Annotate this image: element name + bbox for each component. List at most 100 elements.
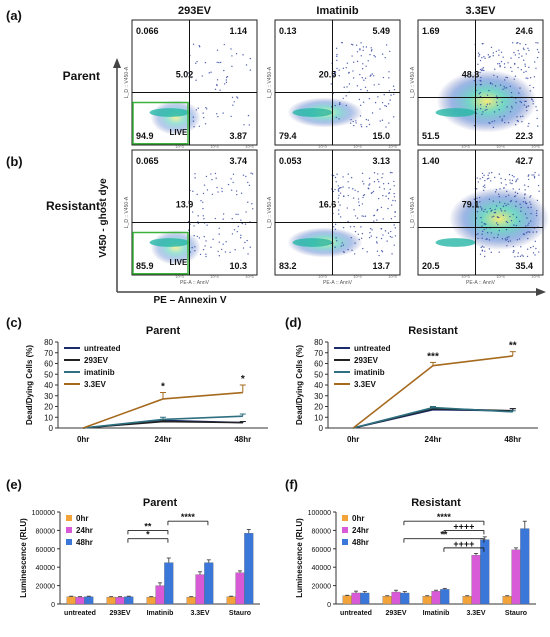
flow-event-dot bbox=[345, 66, 347, 69]
flow-event-dot bbox=[350, 176, 353, 179]
legend-label: 3.3EV bbox=[84, 380, 106, 389]
flow-live-gate bbox=[132, 101, 189, 145]
quadrant-value-center: 13.9 bbox=[176, 200, 194, 210]
flow-event-dot bbox=[475, 112, 478, 115]
flow-event-dot bbox=[530, 212, 532, 215]
flow-event-dot bbox=[495, 101, 498, 104]
bar-0hr bbox=[186, 596, 196, 605]
flow-event-dot bbox=[504, 87, 506, 89]
flow-event-dot bbox=[204, 245, 206, 247]
flow-event-dot bbox=[535, 212, 538, 215]
flow-event-dot bbox=[376, 219, 378, 221]
flow-event-dot bbox=[491, 216, 493, 218]
flow-event-dot bbox=[342, 186, 344, 188]
flow-event-dot bbox=[342, 244, 345, 246]
flow-event-dot bbox=[337, 185, 339, 187]
flow-event-dot bbox=[381, 101, 384, 104]
flow-event-dot bbox=[201, 75, 203, 77]
flow-event-dot bbox=[505, 239, 507, 241]
flow-event-dot bbox=[537, 184, 540, 187]
flow-event-dot bbox=[479, 95, 482, 98]
flow-event-dot bbox=[532, 103, 534, 105]
flow-event-dot bbox=[533, 76, 536, 78]
flow-event-dot bbox=[381, 251, 384, 253]
flow-event-dot bbox=[203, 218, 205, 220]
flow-event-dot bbox=[532, 100, 534, 102]
flow-density-band bbox=[292, 108, 333, 117]
flow-event-dot bbox=[360, 237, 363, 240]
flow-event-dot bbox=[251, 203, 253, 205]
flow-event-dot bbox=[500, 51, 503, 53]
flow-event-dot bbox=[483, 223, 486, 225]
significance-mark: * bbox=[146, 530, 150, 540]
flow-event-dot bbox=[393, 88, 396, 91]
flow-event-dot bbox=[338, 69, 340, 71]
flow-event-dot bbox=[236, 193, 238, 196]
flow-event-dot bbox=[492, 52, 494, 54]
flow-event-dot bbox=[533, 174, 535, 176]
flow-event-dot bbox=[498, 201, 501, 203]
series-line-imatinib bbox=[353, 406, 513, 429]
flow-event-dot bbox=[214, 172, 217, 175]
flow-event-dot bbox=[363, 215, 365, 217]
flow-event-dot bbox=[513, 250, 515, 252]
flow-event-dot bbox=[528, 66, 530, 69]
quadrant-value-center: 79.1 bbox=[462, 200, 480, 210]
quadrant-value-tl: 0.053 bbox=[279, 156, 302, 166]
bar-48hr bbox=[124, 596, 134, 605]
flow-event-dot bbox=[493, 237, 495, 239]
flow-event-dot bbox=[481, 113, 483, 116]
flow-event-dot bbox=[491, 120, 493, 123]
flow-tick-label: 10^5 bbox=[245, 274, 254, 279]
bar-48hr bbox=[480, 539, 490, 605]
legend-label: imatinib bbox=[354, 368, 385, 377]
flow-event-dot bbox=[393, 244, 395, 246]
flow-event-dot bbox=[206, 108, 208, 110]
quadrant-value-tr: 3.13 bbox=[372, 156, 390, 166]
flow-event-dot bbox=[491, 209, 493, 212]
flow-event-dot bbox=[504, 210, 506, 212]
flow-tick-label: 10^3 bbox=[461, 144, 470, 149]
flow-event-dot bbox=[524, 213, 527, 215]
flow-event-dot bbox=[532, 86, 535, 89]
flow-event-dot bbox=[197, 107, 199, 109]
flow-event-dot bbox=[365, 118, 368, 121]
flow-event-dot bbox=[365, 125, 368, 128]
flow-event-dot bbox=[342, 67, 345, 70]
flow-event-dot bbox=[483, 174, 485, 177]
bar-0hr bbox=[462, 596, 472, 605]
flow-event-dot bbox=[505, 184, 507, 186]
flow-event-dot bbox=[497, 216, 499, 218]
bar-48hr bbox=[520, 528, 530, 605]
flow-row-label: Parent bbox=[63, 69, 100, 83]
flow-event-dot bbox=[231, 233, 234, 235]
flow-event-dot bbox=[335, 47, 338, 50]
flow-event-dot bbox=[511, 174, 514, 177]
flow-event-dot bbox=[214, 88, 217, 90]
y-tick-label: 50 bbox=[44, 370, 53, 379]
flow-event-dot bbox=[217, 115, 219, 118]
flow-event-dot bbox=[528, 231, 531, 233]
flow-event-dot bbox=[340, 245, 342, 247]
flow-event-dot bbox=[502, 214, 505, 217]
y-tick-label: 0 bbox=[327, 602, 331, 609]
flow-event-dot bbox=[376, 236, 378, 239]
flow-event-dot bbox=[488, 122, 490, 124]
y-tick-label: 10 bbox=[314, 413, 323, 422]
flow-event-dot bbox=[507, 194, 510, 196]
flow-event-dot bbox=[535, 247, 537, 250]
flow-event-dot bbox=[345, 104, 348, 107]
quadrant-value-bl: 83.2 bbox=[279, 261, 297, 271]
flow-event-dot bbox=[375, 241, 378, 243]
flow-event-dot bbox=[221, 190, 223, 193]
flow-event-dot bbox=[240, 219, 242, 221]
flow-event-dot bbox=[339, 102, 341, 104]
flow-event-dot bbox=[358, 204, 361, 207]
x-tick-label: untreated bbox=[64, 610, 96, 617]
flow-event-dot bbox=[380, 237, 383, 240]
legend-label: 293EV bbox=[354, 356, 379, 365]
flow-event-dot bbox=[393, 196, 396, 198]
flow-event-dot bbox=[489, 103, 491, 105]
flow-event-dot bbox=[336, 173, 338, 175]
